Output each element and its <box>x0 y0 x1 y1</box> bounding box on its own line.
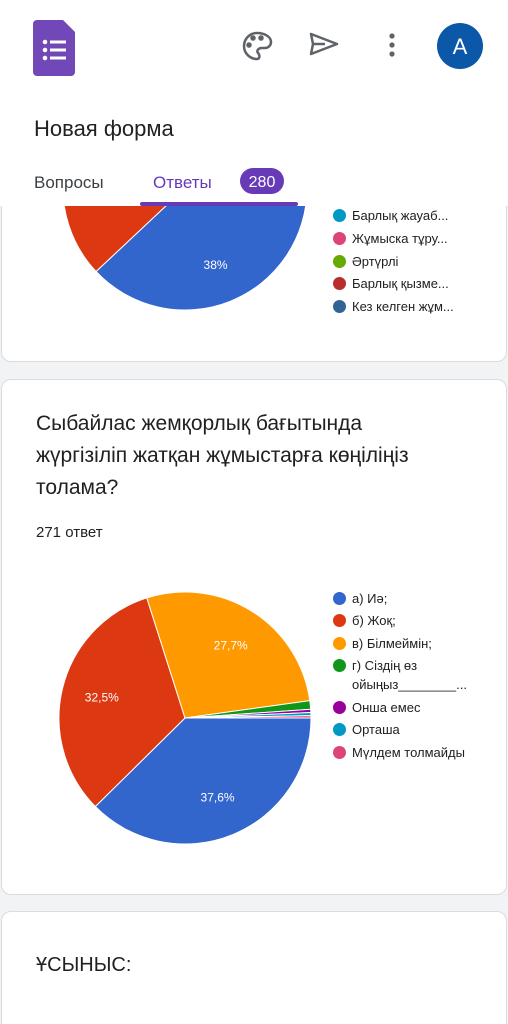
slice-label: 37,6% <box>201 790 235 804</box>
badge-count: 280 <box>249 174 276 191</box>
pie-slice <box>94 717 312 845</box>
legend-label: Әртүрлі <box>352 253 399 269</box>
legend-label: Барлық қызме... <box>352 276 449 292</box>
avatar-letter: A <box>453 34 468 59</box>
pie-slice <box>95 187 308 311</box>
avatar[interactable] <box>437 23 483 69</box>
legend-item: Орташа <box>333 720 477 739</box>
legend-item: Барлық қызме... <box>333 274 477 293</box>
legend-swatch <box>333 723 346 736</box>
legend-swatch <box>333 614 346 627</box>
legend-label: в) Білмеймін; <box>352 636 432 651</box>
legend-swatch <box>333 277 346 291</box>
question-card: ҰСЫНЫС: <box>1 911 507 1024</box>
legend-label: Орташа <box>352 722 400 737</box>
question-title: Сыбайлас жемқорлық бағытында жүргізіліп … <box>36 412 409 499</box>
legend-label: Мүлдем толмайды <box>352 745 465 760</box>
slice-label: 32,5% <box>85 690 119 704</box>
legend-item: в) Білмеймін; <box>333 634 477 653</box>
legend-swatch <box>333 209 346 222</box>
legend-swatch <box>333 592 346 605</box>
slice-label: 27,7% <box>214 639 248 653</box>
send-icon[interactable] <box>309 32 339 56</box>
tab[interactable]: Вопросы <box>34 173 104 192</box>
legend-item: Барлық жауаб... <box>333 206 477 225</box>
legend-item: Мүлдем толмайды <box>333 743 477 762</box>
palette-icon[interactable] <box>242 31 273 61</box>
legend-item: а) Иә; <box>333 589 477 608</box>
legend-label: а) Иә; <box>352 591 388 606</box>
forms-logo[interactable] <box>33 20 75 76</box>
more-icon[interactable] <box>389 33 395 57</box>
legend-swatch <box>333 254 346 268</box>
legend-swatch <box>333 746 346 759</box>
card-title: ҰСЫНЫС: <box>36 954 132 976</box>
pie-slice <box>184 715 312 719</box>
pie-slice <box>58 597 186 808</box>
tab[interactable]: Ответы <box>153 173 212 192</box>
legend-swatch <box>333 701 346 714</box>
pie-slice <box>146 591 311 719</box>
app-bar: A Новая форма Вопросы Ответы 280 <box>0 0 508 206</box>
legend-item: Жұмыска тұру... <box>333 229 477 248</box>
slice-label: 38% <box>204 258 228 272</box>
legend-item: Кез келген жұм... <box>333 297 477 316</box>
legend-item: Онша емес <box>333 698 477 717</box>
legend-swatch <box>333 637 346 650</box>
legend-swatch <box>333 300 346 314</box>
legend-label: г) Сіздің өз ойыңыз________... <box>352 658 467 692</box>
legend-label: Жұмыска тұру... <box>352 230 448 246</box>
form-title: Новая форма <box>34 116 175 141</box>
header-icons: A Новая форма Вопросы Ответы 280 <box>33 20 483 206</box>
tab-indicator <box>140 202 298 206</box>
legend-label: Барлық жауаб... <box>352 208 449 223</box>
legend-item: Әртүрлі <box>333 252 477 271</box>
response-count: 271 ответ <box>36 524 103 541</box>
legend-label: Кез келген жұм... <box>352 299 454 315</box>
legend-item: г) Сіздің өз ойыңыз________... <box>333 656 477 694</box>
legend-swatch <box>333 231 346 245</box>
legend-swatch <box>333 659 346 672</box>
legend-item: б) Жоқ; <box>333 611 477 630</box>
legend-label: Онша емес <box>352 700 421 715</box>
legend-label: б) Жоқ; <box>352 613 396 628</box>
badge <box>240 168 284 194</box>
